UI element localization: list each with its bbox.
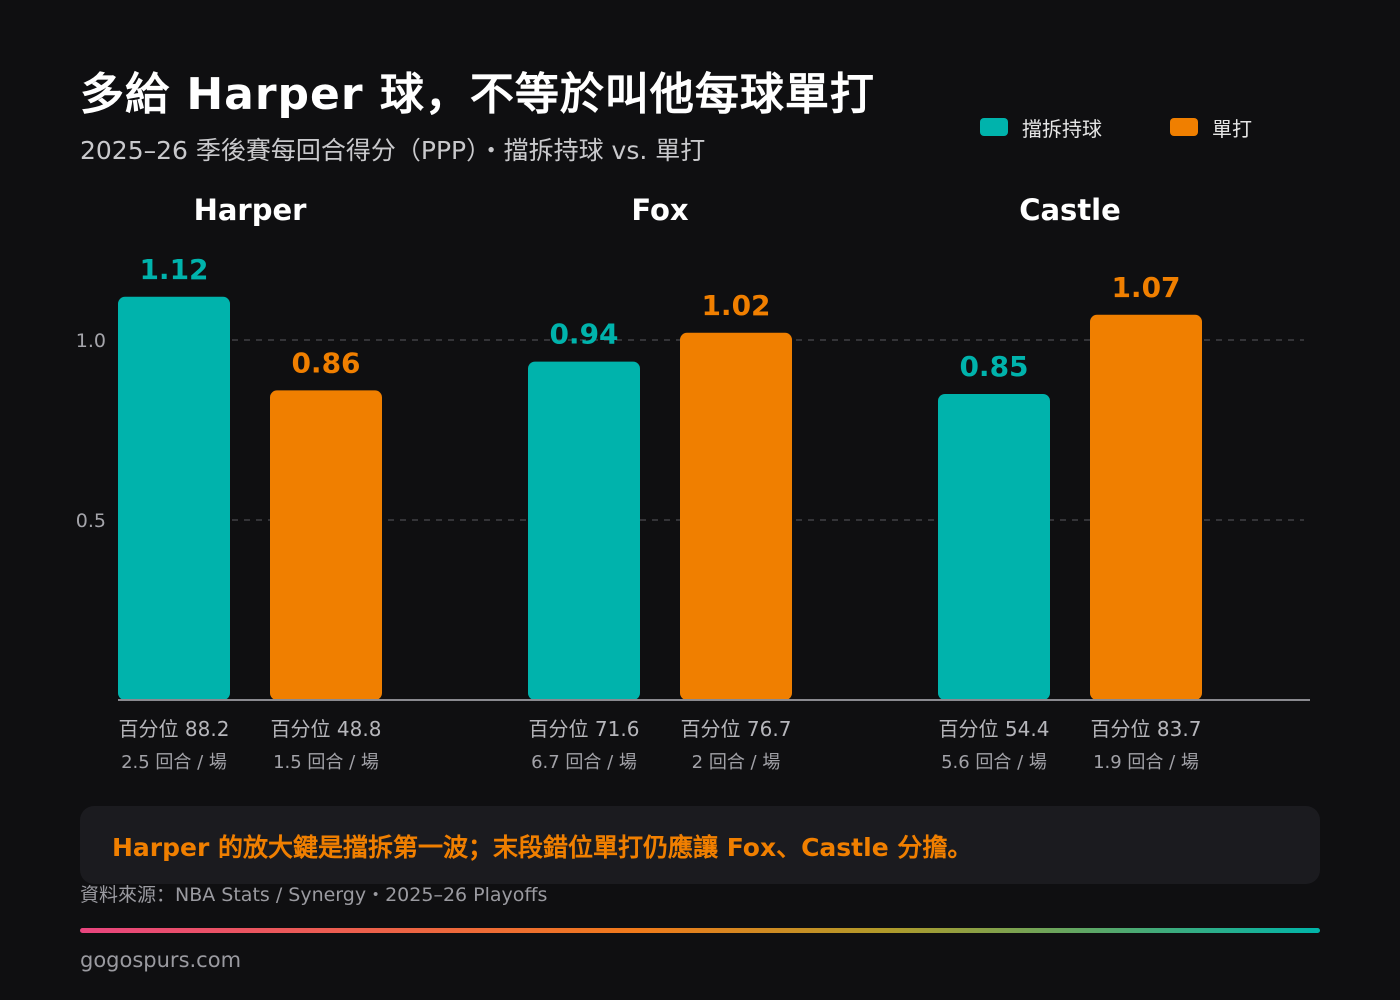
legend-swatch-isolation — [1170, 118, 1198, 136]
bar — [938, 394, 1050, 700]
chart-title: 多給 Harper 球，不等於叫他每球單打 — [80, 69, 875, 120]
accent-gradient-line — [80, 928, 1320, 933]
ppp-bar-chart: 0.5 1.0 Harper 1.12 百分位 88.2 2.5 回合 / 場 0.86 百分… — [76, 193, 1310, 773]
bar-possessions-note: 2.5 回合 / 場 — [121, 752, 227, 773]
group-label: Fox — [631, 193, 689, 227]
group-label: Castle — [1019, 193, 1121, 227]
bar-value-label: 0.85 — [959, 350, 1028, 383]
bar — [118, 296, 230, 700]
bar-percentile-note: 百分位 83.7 — [1091, 717, 1202, 741]
bar-possessions-note: 5.6 回合 / 場 — [941, 752, 1047, 773]
bar-percentile-note: 百分位 48.8 — [271, 717, 382, 741]
brand-footer: gogospurs.com — [80, 948, 242, 972]
legend-item-isolation: 單打 — [1170, 114, 1252, 141]
legend-label-isolation: 單打 — [1212, 116, 1252, 141]
bar-value-label: 1.12 — [139, 253, 208, 286]
insight-text: Harper 的放大鍵是擋拆第一波；末段錯位單打仍應讓 Fox、Castle 分… — [112, 833, 973, 862]
bar — [528, 361, 640, 700]
chart-subtitle: 2025–26 季後賽每回合得分（PPP）・擋拆持球 vs. 單打 — [80, 136, 706, 165]
bar-value-label: 1.07 — [1111, 271, 1180, 304]
bar-percentile-note: 百分位 71.6 — [529, 717, 640, 741]
bar-possessions-note: 1.9 回合 / 場 — [1093, 752, 1199, 773]
bar — [680, 332, 792, 700]
bar-possessions-note: 2 回合 / 場 — [692, 752, 781, 773]
bar-possessions-note: 6.7 回合 / 場 — [531, 752, 637, 773]
bar-percentile-note: 百分位 88.2 — [119, 717, 230, 741]
bar — [1090, 314, 1202, 700]
y-tick-label: 0.5 — [76, 510, 106, 532]
bar-value-label: 0.94 — [549, 318, 618, 351]
group-label: Harper — [194, 193, 308, 227]
y-tick-label: 1.0 — [76, 330, 106, 352]
legend-swatch-pick-and-roll — [980, 118, 1008, 136]
bar — [270, 390, 382, 700]
bar-value-label: 0.86 — [291, 346, 360, 379]
source-note: 資料來源：NBA Stats / Synergy・2025–26 Playoff… — [80, 884, 548, 906]
legend-label-pick-and-roll: 擋拆持球 — [1022, 116, 1102, 141]
legend-item-pick-and-roll: 擋拆持球 — [980, 114, 1102, 141]
insight-panel: Harper 的放大鍵是擋拆第一波；末段錯位單打仍應讓 Fox、Castle 分… — [80, 806, 1320, 884]
bar-possessions-note: 1.5 回合 / 場 — [273, 752, 379, 773]
bar-percentile-note: 百分位 54.4 — [939, 717, 1050, 741]
bar-percentile-note: 百分位 76.7 — [681, 717, 792, 741]
bar-value-label: 1.02 — [701, 289, 770, 322]
